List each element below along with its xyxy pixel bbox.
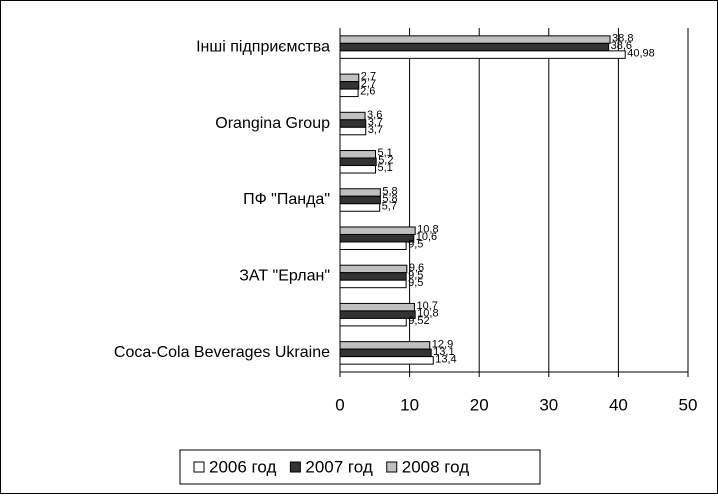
bar — [339, 195, 381, 205]
bar — [339, 126, 367, 136]
value-label: 5,1 — [377, 162, 392, 174]
value-label: 5,7 — [382, 200, 397, 212]
value-label: 10,8 — [417, 224, 438, 236]
x-tick-label: 10 — [400, 395, 419, 414]
bar — [339, 150, 376, 159]
bar — [339, 226, 416, 235]
legend-swatch — [386, 461, 398, 473]
value-label: 40,98 — [627, 48, 655, 60]
y-tick-label: ЗАТ "Ерлан" — [239, 268, 330, 285]
y-tick-label: ПФ "Панда" — [243, 191, 330, 208]
bar — [339, 356, 434, 365]
legend-swatch — [193, 461, 205, 473]
y-tick-label: Інші підприємства — [196, 38, 330, 55]
y-tick-label: Orangina Group — [215, 115, 330, 132]
x-tick-label: 50 — [679, 395, 698, 414]
bar — [339, 73, 360, 83]
value-label: 10,7 — [416, 300, 437, 312]
bar — [339, 310, 416, 319]
bar — [339, 81, 360, 90]
bar — [339, 341, 431, 350]
value-label: 9,52 — [408, 315, 429, 327]
value-label: 13,1 — [433, 346, 454, 358]
value-label: 2,6 — [360, 86, 375, 98]
x-tick-label: 40 — [609, 395, 628, 414]
value-label: 3,7 — [368, 124, 383, 136]
bar — [339, 302, 415, 312]
bar — [339, 203, 381, 212]
bar — [339, 42, 610, 52]
value-label: 3,7 — [368, 116, 383, 128]
value-label: 5,8 — [382, 193, 397, 205]
legend-label: 2008 год — [402, 457, 469, 476]
value-label: 2,7 — [361, 71, 376, 83]
value-label: 5,2 — [378, 155, 393, 167]
bar — [339, 264, 408, 274]
bar — [339, 272, 407, 281]
value-label: 5,1 — [377, 147, 392, 159]
bar — [339, 35, 611, 44]
legend-label: 2006 год — [209, 457, 276, 476]
value-label: 9,6 — [409, 262, 424, 274]
bar — [339, 317, 407, 327]
value-label: 2,7 — [361, 78, 376, 90]
bar — [339, 119, 367, 128]
value-label: 38,8 — [612, 33, 633, 45]
bar — [339, 111, 366, 121]
bar — [339, 88, 359, 98]
x-tick-label: 0 — [335, 395, 344, 414]
value-label: 10,6 — [416, 231, 437, 243]
bar — [339, 233, 415, 243]
bar — [339, 279, 407, 289]
value-label: 10,8 — [417, 308, 438, 320]
bar — [339, 165, 376, 174]
value-label: 5,8 — [382, 185, 397, 197]
value-label: 12,9 — [432, 338, 453, 350]
bar — [339, 241, 407, 250]
x-tick-label: 20 — [470, 395, 489, 414]
value-label: 9,5 — [408, 269, 423, 281]
legend-label: 2007 год — [305, 457, 372, 476]
bar — [339, 188, 381, 197]
bar — [339, 348, 432, 358]
value-label: 9,5 — [408, 277, 423, 289]
value-label: 13,4 — [435, 353, 456, 365]
legend-box — [179, 449, 541, 485]
value-label: 38,6 — [611, 40, 632, 52]
legend-swatch — [289, 461, 301, 473]
y-tick-label: Coca-Cola Beverages Ukraine — [114, 344, 330, 361]
bar — [339, 157, 377, 167]
bar — [339, 50, 626, 59]
x-tick-label: 30 — [539, 395, 558, 414]
value-label: 3,6 — [367, 109, 382, 121]
value-label: 9,5 — [408, 239, 423, 251]
